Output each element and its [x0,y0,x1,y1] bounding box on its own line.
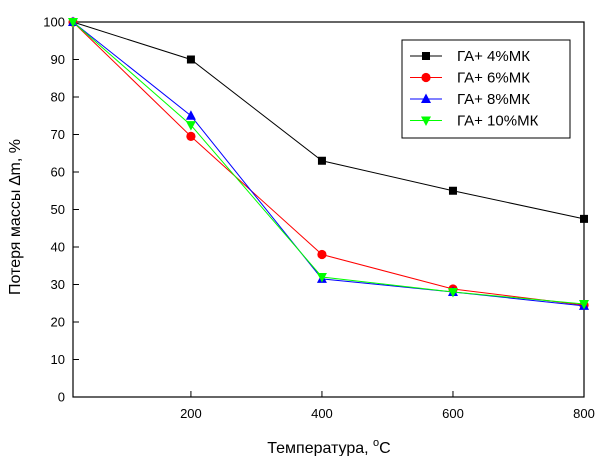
y-tick-label: 40 [51,240,65,255]
y-tick-label: 60 [51,165,65,180]
data-point [186,131,196,141]
data-point [448,186,457,195]
x-tick-label: 800 [573,406,595,421]
y-tick-label: 70 [51,127,65,142]
x-axis-title-unit: C [379,440,391,456]
data-point [68,18,78,28]
series-lines [68,16,589,310]
y-tick-label: 100 [43,15,65,30]
axis-ticks: 0 10 20 30 40 50 60 70 80 90 100 200 400 600 800 [43,15,595,422]
x-tick-label: 400 [311,406,333,421]
y-tick-label: 50 [51,202,65,217]
legend-label: ГА+ 6%МК [457,70,530,87]
data-point [447,288,458,298]
y-tick-label: 90 [51,52,65,67]
y-tick-label: 10 [51,352,65,367]
y-tick-label: 30 [51,277,65,292]
y-tick-label: 80 [51,90,65,105]
legend: ГА+ 4%МК ГА+ 6%МК ГА+ 8%МК ГА+ 10%МК [401,39,571,139]
data-point [185,121,196,131]
legend-swatch-marker [421,72,431,83]
data-point [580,214,588,223]
legend-label: ГА+ 8%МК [457,91,530,108]
data-point [317,249,327,260]
data-point [186,55,195,64]
x-axis-title-main: Температура, [267,440,373,456]
y-tick-label: 0 [58,390,65,405]
y-axis-title: Потеря массы ∆m, % [7,139,24,295]
legend-label: ГА+ 10%МК [457,113,539,130]
x-axis-title-superscript: o [373,437,379,449]
data-point [579,300,589,310]
legend-label: ГА+ 4%МК [457,48,530,65]
legend-swatch-marker [421,116,431,126]
x-axis-title: Температура, oC [267,437,390,456]
x-tick-label: 600 [442,406,464,421]
x-tick-label: 200 [180,406,202,421]
series-4 [68,18,589,310]
data-point [316,273,327,283]
legend-swatch-marker [422,52,430,60]
data-point [185,110,196,120]
legend-swatch-marker [421,93,431,103]
y-tick-label: 20 [51,315,65,330]
data-point [317,156,326,165]
